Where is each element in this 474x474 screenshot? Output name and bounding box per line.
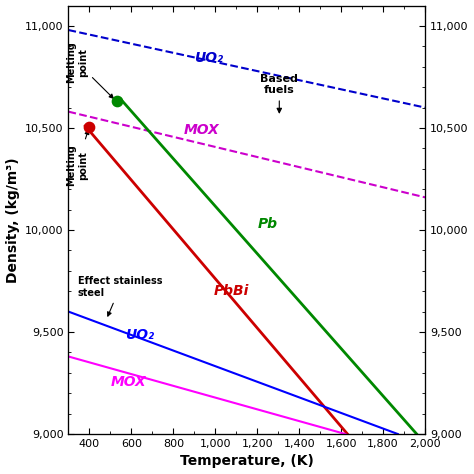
Point bbox=[86, 123, 93, 131]
Text: UO₂: UO₂ bbox=[125, 328, 154, 342]
Text: Based
fuels: Based fuels bbox=[260, 74, 298, 113]
Text: Effect stainless
steel: Effect stainless steel bbox=[78, 276, 163, 316]
X-axis label: Temperature, (K): Temperature, (K) bbox=[180, 455, 314, 468]
Text: Pb: Pb bbox=[257, 217, 277, 231]
Text: MOX: MOX bbox=[110, 375, 146, 389]
Text: Melting
point: Melting point bbox=[66, 41, 113, 98]
Text: PbBi: PbBi bbox=[213, 284, 248, 298]
Y-axis label: Density, (kg/m³): Density, (kg/m³) bbox=[6, 157, 19, 283]
Text: UO₂: UO₂ bbox=[194, 51, 223, 64]
Text: MOX: MOX bbox=[184, 123, 219, 137]
Text: Melting
point: Melting point bbox=[66, 130, 89, 186]
Point bbox=[113, 98, 120, 105]
